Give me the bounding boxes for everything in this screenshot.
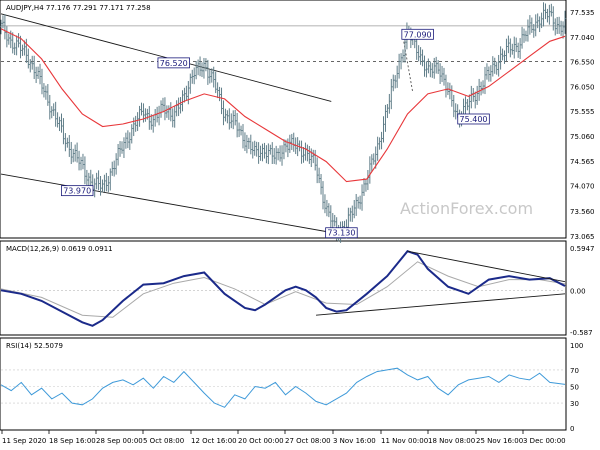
annotation-label: 73.970: [63, 187, 91, 196]
price-tick-label: 77.040: [570, 34, 595, 42]
price-tick-label: 74.565: [570, 158, 595, 166]
rsi-panel-frame: [0, 337, 567, 431]
price-tick-label: 73.560: [570, 208, 595, 216]
x-tick-label: 5 Oct 08:00: [143, 437, 184, 445]
annotation-box: [457, 113, 490, 125]
price-trendline-1: [0, 173, 342, 235]
x-tick-label: 11 Nov 00:00: [381, 437, 428, 445]
macd-line: [0, 250, 566, 327]
price-tick-label: 75.060: [570, 133, 595, 141]
macd-tick-label: -0.587: [570, 329, 593, 337]
x-tick-label: 18 Sep 16:00: [49, 437, 96, 445]
x-tick-label: 11 Sep 2020: [2, 437, 46, 445]
watermark: ActionForex.com: [400, 199, 533, 218]
price-layer: 76.520 73.970 73.130 77.090 75.400: [0, 2, 567, 243]
x-tick-label: 20 Oct 00:00: [238, 437, 284, 445]
macd-panel-title: MACD(12,26,9) 0.0619 0.0911: [6, 245, 113, 253]
rsi-tick-label: 70: [570, 367, 579, 375]
macd-layer: [0, 250, 566, 327]
annotation-label: 76.520: [160, 59, 188, 68]
price-panel-frame: [0, 0, 567, 239]
moving-average-line: [0, 28, 566, 183]
price-trendline-2: [401, 33, 414, 92]
macd-tick-label: 0.00: [570, 287, 586, 295]
x-tick-label: 3 Nov 16:00: [333, 437, 376, 445]
price-tick-label: 76.550: [570, 58, 595, 66]
rsi-layer: [0, 367, 566, 408]
macd-tick-label: 0.5947: [570, 245, 595, 253]
axis-layer: 77.535 77.040 76.550 76.050 75.555 75.060 74.5…: [1, 9, 595, 445]
rsi-line: [0, 367, 566, 408]
macd-panel-frame: [0, 240, 567, 336]
x-tick-label: 27 Oct 08:00: [285, 437, 331, 445]
x-tick-label: 3 Dec 00:00: [523, 437, 566, 445]
price-tick-label: 77.535: [570, 9, 595, 17]
annotation-box: [401, 28, 434, 40]
annotation-box: [61, 185, 94, 197]
price-tick-label: 76.050: [570, 83, 595, 91]
macd-trendline-1: [315, 293, 566, 316]
x-tick-label: 18 Nov 08:00: [428, 437, 475, 445]
rsi-tick-label: 30: [570, 400, 579, 408]
price-tick-label: 73.065: [570, 233, 595, 241]
x-tick-label: 12 Oct 16:00: [191, 437, 237, 445]
rsi-tick-label: 50: [570, 384, 579, 392]
price-panel-title: AUDJPY,H4 77.176 77.291 77.171 77.258: [6, 4, 151, 12]
annotation-label: 75.400: [460, 115, 488, 124]
macd-trendline-0: [407, 250, 566, 283]
price-tick-label: 74.070: [570, 183, 595, 191]
rsi-panel-title: RSI(14) 52.5079: [6, 342, 63, 350]
x-tick-label: 28 Sep 00:00: [96, 437, 143, 445]
rsi-tick-label: 100: [570, 342, 583, 350]
rsi-tick-label: 0: [570, 425, 574, 433]
annotation-box: [325, 227, 358, 239]
annotation-box: [157, 57, 190, 69]
price-tick-label: 75.555: [570, 108, 595, 116]
annotation-label: 77.090: [404, 30, 432, 39]
x-tick-label: 25 Nov 16:00: [476, 437, 523, 445]
annotation-label: 73.130: [327, 229, 355, 238]
